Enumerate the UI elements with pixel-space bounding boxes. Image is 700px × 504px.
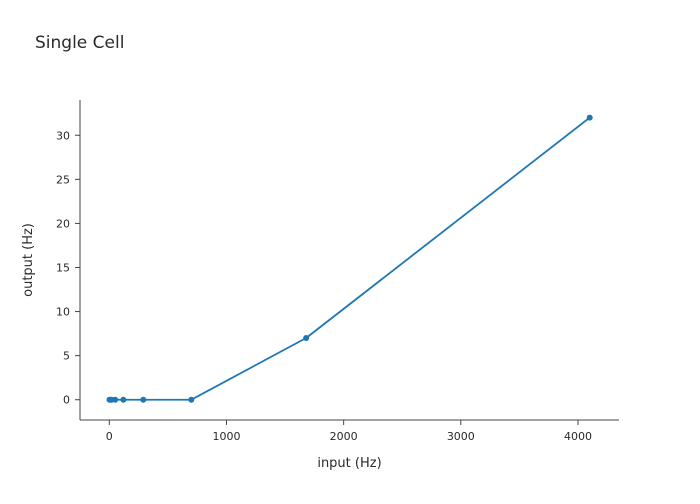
y-tick-label: 30 bbox=[56, 129, 70, 142]
y-tick-label: 5 bbox=[63, 350, 70, 363]
y-axis-title: output (Hz) bbox=[21, 223, 36, 297]
data-point bbox=[112, 396, 119, 403]
x-tick-label: 2000 bbox=[330, 430, 358, 443]
x-tick-label: 4000 bbox=[564, 430, 592, 443]
data-point bbox=[188, 396, 195, 403]
series-line bbox=[109, 116, 591, 401]
y-tick-label: 15 bbox=[56, 261, 70, 274]
x-tick-label: 1000 bbox=[212, 430, 240, 443]
y-tick-label: 10 bbox=[56, 306, 70, 319]
axes bbox=[79, 100, 619, 421]
x-tick-label: 3000 bbox=[447, 430, 475, 443]
x-ticks: 0 1000 2000 3000 4000 bbox=[106, 420, 592, 443]
y-tick-label: 0 bbox=[63, 394, 70, 407]
y-tick-label: 25 bbox=[56, 173, 70, 186]
data-point bbox=[303, 335, 310, 342]
data-point bbox=[586, 114, 593, 121]
series-layer bbox=[106, 114, 593, 403]
y-ticks: 0 5 10 15 20 25 30 bbox=[56, 129, 80, 407]
data-point bbox=[120, 396, 127, 403]
x-tick-label: 0 bbox=[106, 430, 113, 443]
y-tick-label: 20 bbox=[56, 217, 70, 230]
data-point bbox=[140, 396, 147, 403]
x-axis-title: input (Hz) bbox=[317, 456, 381, 471]
chart-title: Single Cell bbox=[35, 33, 125, 53]
